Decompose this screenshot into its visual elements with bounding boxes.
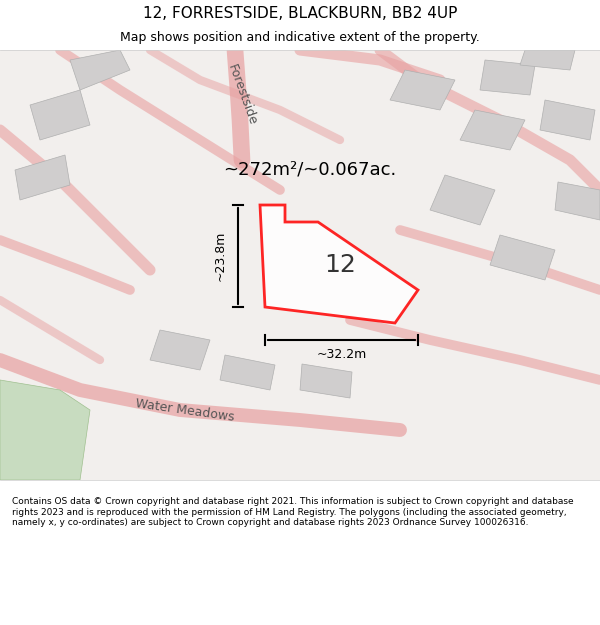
Polygon shape	[15, 155, 70, 200]
Polygon shape	[0, 380, 90, 480]
Text: Map shows position and indicative extent of the property.: Map shows position and indicative extent…	[120, 31, 480, 44]
Polygon shape	[30, 90, 90, 140]
Text: ~23.8m: ~23.8m	[214, 231, 227, 281]
Polygon shape	[520, 50, 575, 70]
Polygon shape	[260, 205, 418, 323]
Polygon shape	[390, 70, 455, 110]
Text: Contains OS data © Crown copyright and database right 2021. This information is : Contains OS data © Crown copyright and d…	[12, 498, 574, 528]
Polygon shape	[555, 182, 600, 220]
Polygon shape	[490, 235, 555, 280]
Text: ~32.2m: ~32.2m	[316, 349, 367, 361]
Polygon shape	[150, 330, 210, 370]
Polygon shape	[480, 60, 535, 95]
Text: 12, FORRESTSIDE, BLACKBURN, BB2 4UP: 12, FORRESTSIDE, BLACKBURN, BB2 4UP	[143, 6, 457, 21]
Text: ~272m²/~0.067ac.: ~272m²/~0.067ac.	[223, 161, 397, 179]
Text: Water Meadows: Water Meadows	[135, 397, 235, 423]
Text: Forestside: Forestside	[225, 62, 259, 127]
Polygon shape	[460, 110, 525, 150]
Text: 12: 12	[324, 253, 356, 277]
Polygon shape	[540, 100, 595, 140]
Polygon shape	[220, 355, 275, 390]
Polygon shape	[70, 50, 130, 90]
Polygon shape	[300, 364, 352, 398]
Polygon shape	[430, 175, 495, 225]
